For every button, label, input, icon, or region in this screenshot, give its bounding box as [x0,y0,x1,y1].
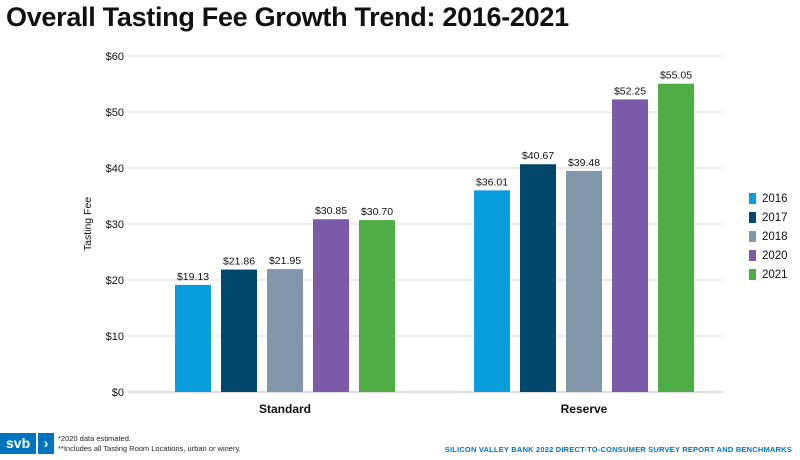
source-credit: SILICON VALLEY BANK 2022 DIRECT-TO-CONSU… [444,445,792,454]
bar-value-label: $19.13 [177,271,209,283]
bar [566,170,602,392]
y-axis-label: Tasting Fee [82,197,94,251]
bars [175,83,694,393]
legend-item: 2016 [749,189,788,208]
bar-value-label: $30.70 [361,206,393,218]
bar [175,284,211,392]
bar-value-label: $52.25 [614,85,646,97]
bar [658,83,694,392]
bar [359,220,395,392]
y-tick-label: $10 [106,331,124,343]
y-tick-label: $30 [106,219,124,231]
svb-logo: svb › [0,433,55,454]
bar-value-label: $21.86 [223,256,255,268]
y-tick-label: $50 [106,107,124,119]
bar-value-label: $21.95 [269,255,301,267]
chevron-right-icon: › [38,433,55,454]
legend-label: 2020 [762,249,788,262]
legend-item: 2020 [749,246,788,265]
bar [612,99,648,393]
x-axis-categories: Standard Reserve [259,402,608,416]
chart-title: Overall Tasting Fee Growth Trend: 2016-2… [6,2,569,32]
legend-swatch [749,212,756,223]
bar [313,219,349,392]
bar-value-label: $40.67 [522,150,554,162]
legend-swatch [749,231,756,242]
legend-label: 2021 [762,268,788,281]
legend-swatch [749,193,756,204]
legend-swatch [749,250,756,261]
footnotes: *2020 data estimated. **Includes all Tas… [58,434,241,454]
legend-swatch [749,269,756,280]
x-category-label: Reserve [561,402,608,416]
legend: 2016 2017 2018 2020 2021 [749,189,788,284]
bar-value-label: $36.01 [476,176,508,188]
bar [221,269,257,392]
legend-label: 2018 [762,230,788,243]
bar [520,164,556,392]
bar [474,190,510,392]
footnote-2: **Includes all Tasting Room Locations, u… [58,444,241,453]
bar-value-label: $30.85 [315,205,347,217]
bar-chart: $0$10$20$30$40$50$60 $19.13$21.86 $21.95$… [82,51,722,416]
y-tick-label: $0 [112,387,124,399]
y-axis-ticks: $0 $10 $20 $30 $40 $50 $60 [106,51,124,399]
logo-text: svb [0,433,37,454]
legend-item: 2021 [749,265,788,284]
legend-item: 2018 [749,227,788,246]
bar-value-label: $55.05 [660,70,692,82]
y-tick-label: $60 [106,51,124,63]
y-tick-label: $40 [106,163,124,175]
legend-item: 2017 [749,208,788,227]
data-labels: $19.13 $21.86 $21.95 $30.85 $30.70 $36.01 $40.… [177,70,692,283]
legend-label: 2017 [762,211,788,224]
legend-label: 2016 [762,192,788,205]
footnote-1: *2020 data estimated. [58,434,131,443]
bar-value-label: $39.48 [568,157,600,169]
x-category-label: Standard [259,402,311,416]
y-tick-label: $20 [106,275,124,287]
bar [267,269,303,392]
